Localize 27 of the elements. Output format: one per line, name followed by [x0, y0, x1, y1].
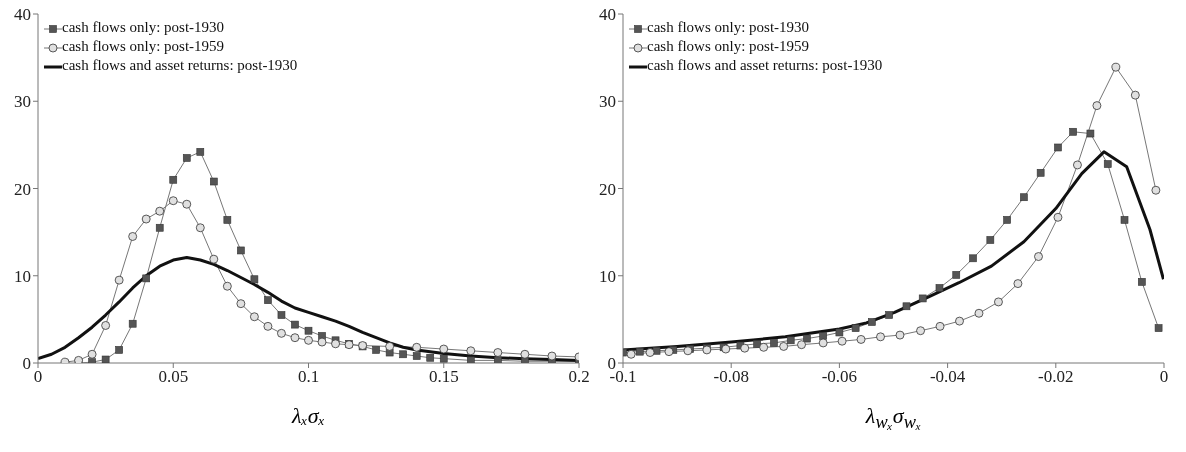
legend-label: cash flows only: post-1930 — [647, 19, 810, 35]
legend-label: cash flows only: post-1959 — [62, 38, 225, 54]
x-axis-title: λ$_{wₓ}$σ$_{wₓ}$ — [865, 403, 922, 433]
y-tick-label: 0 — [22, 354, 31, 374]
x-tick-label: -0.04 — [929, 367, 966, 387]
x-tick-label: -0.08 — [713, 367, 749, 387]
x-tick-label: -0.06 — [821, 367, 858, 387]
legend-label: cash flows only: post-1959 — [647, 38, 810, 54]
legend-label: cash flows only: post-1930 — [62, 19, 225, 35]
x-tick-label: 0.2 — [568, 367, 590, 387]
y-tick-label: 30 — [599, 92, 616, 112]
y-tick-label: 20 — [599, 179, 616, 199]
y-tick-label: 0 — [607, 354, 616, 374]
y-tick-label: 40 — [14, 5, 31, 25]
x-tick-label: 0 — [1159, 367, 1169, 387]
y-tick-label: 40 — [599, 5, 616, 25]
x-tick-label: 0.05 — [158, 367, 189, 387]
x-tick-label: 0.15 — [428, 367, 459, 387]
x-axis-title: λₓσₓ — [292, 403, 325, 428]
x-tick-label: 0.1 — [297, 367, 320, 387]
legend-label: cash flows and asset returns: post-1930 — [62, 57, 298, 73]
y-tick-label: 10 — [599, 266, 616, 286]
x-tick-label: -0.02 — [1038, 367, 1074, 387]
y-tick-label: 10 — [14, 266, 31, 286]
legend-label: cash flows and asset returns: post-1930 — [647, 57, 883, 73]
y-tick-label: 30 — [14, 92, 31, 112]
y-tick-label: 20 — [14, 179, 31, 199]
